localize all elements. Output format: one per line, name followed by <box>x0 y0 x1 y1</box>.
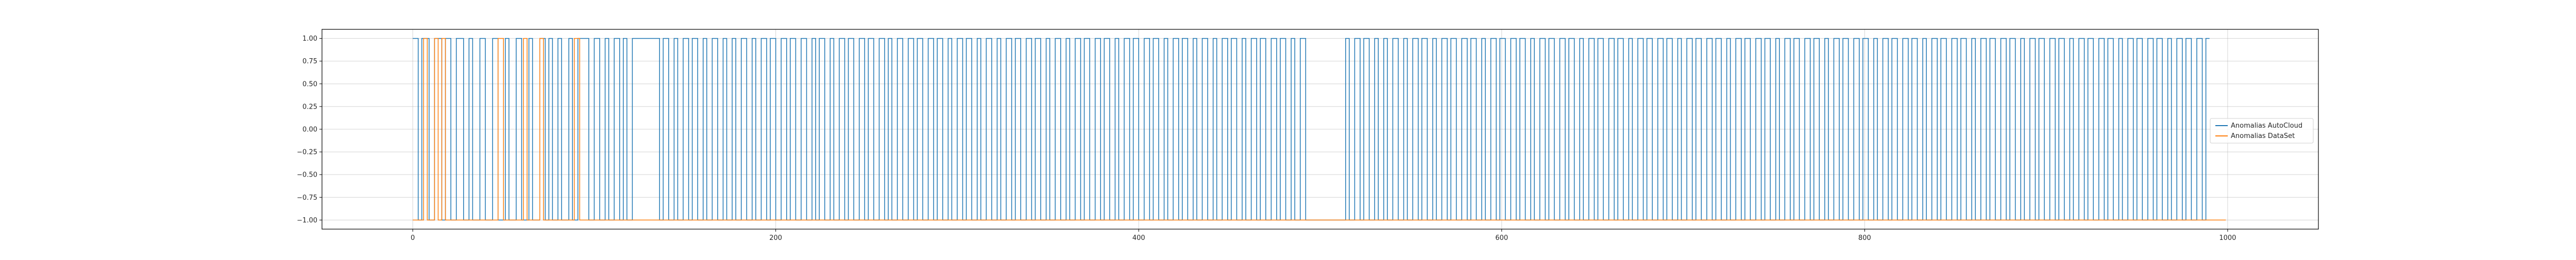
y-tick-label: −1.00 <box>297 217 317 224</box>
series-line-dataset <box>413 38 2226 221</box>
y-tick-label: 1.00 <box>302 35 317 43</box>
series-lines <box>413 38 2226 221</box>
y-tick-label: −0.50 <box>297 171 317 179</box>
x-tick-label: 800 <box>1858 234 1871 242</box>
legend-label-autocloud: Anomalias AutoCloud <box>2231 122 2302 130</box>
x-tick-label: 0 <box>411 234 415 242</box>
x-tick-label: 600 <box>1495 234 1508 242</box>
x-tick-label: 400 <box>1132 234 1145 242</box>
y-tick-label: 0.25 <box>302 103 317 111</box>
y-tick-label: 0.50 <box>302 80 317 88</box>
axis-ticks: 0 200 400 600 800 1000 1.00 0.75 0.50 0.25 0.00 −0.… <box>297 35 2236 242</box>
x-tick-label: 200 <box>769 234 782 242</box>
y-tick-label: −0.25 <box>297 149 317 157</box>
y-tick-label: −0.75 <box>297 194 317 202</box>
legend-label-dataset: Anomalias DataSet <box>2231 132 2295 140</box>
y-tick-label: 0.75 <box>302 58 317 65</box>
y-tick-label: 0.00 <box>302 126 317 134</box>
legend-box <box>2210 118 2314 144</box>
legend: Anomalias AutoCloud Anomalias DataSet <box>2210 118 2314 144</box>
x-tick-label: 1000 <box>2219 234 2236 242</box>
